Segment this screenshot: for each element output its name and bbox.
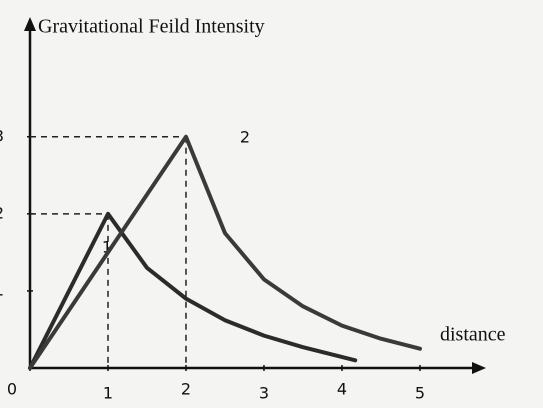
x-tick-label: 0 <box>7 380 17 399</box>
x-axis-label: distance <box>440 324 506 346</box>
y-tick-label: 3 <box>0 126 4 145</box>
x-tick-label: 4 <box>337 380 347 399</box>
x-axis-arrow <box>472 362 486 374</box>
x-tick-label: 1 <box>103 384 113 403</box>
chart-title: Gravitational Feild Intensity <box>38 16 265 38</box>
line <box>28 134 422 370</box>
y-axis-arrow <box>24 17 36 31</box>
x-tick-label: 2 <box>181 380 191 399</box>
x-tick-label: 3 <box>259 384 269 403</box>
x-tick-label: 5 <box>415 384 425 403</box>
series-label: 1 <box>102 237 112 256</box>
series-label: 2 <box>240 128 250 147</box>
y-tick-label: 2 <box>0 203 4 222</box>
y-tick-label: 1 <box>0 280 4 299</box>
line <box>28 211 358 370</box>
